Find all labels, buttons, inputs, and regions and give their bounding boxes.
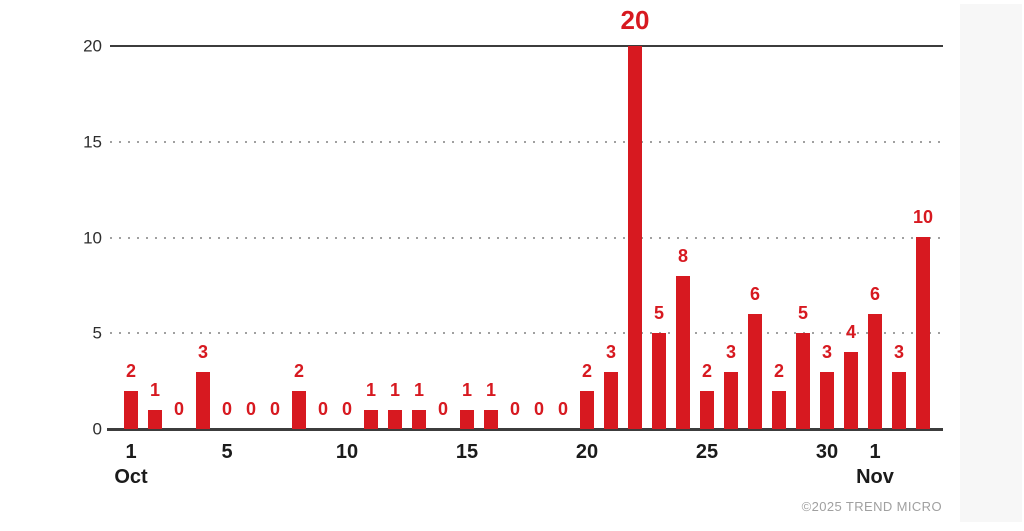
value-label-oct-29: 5 (797, 303, 808, 323)
x-tick-label-day-1: 1 (869, 441, 881, 463)
bar-oct-4 (196, 372, 210, 429)
bar-oct-24 (676, 276, 690, 429)
value-label-oct-28: 2 (773, 361, 784, 381)
bar-oct-11 (364, 410, 378, 429)
y-tick-label-5: 5 (92, 323, 102, 343)
value-label-oct-16: 1 (485, 380, 496, 400)
bar-oct-12 (388, 410, 402, 429)
x-tick-label-day-10: 10 (335, 441, 359, 463)
bar-oct-2 (148, 410, 162, 429)
bar-oct-1 (124, 391, 138, 429)
bar-oct-25 (700, 391, 714, 429)
value-label-oct-18: 0 (533, 399, 544, 419)
value-label-oct-26: 3 (725, 342, 736, 362)
value-label-nov-1: 6 (869, 284, 880, 304)
bar-oct-27 (748, 314, 762, 429)
gridline-5 (110, 332, 941, 335)
x-tick-label-day-5: 5 (221, 441, 233, 463)
value-label-nov-2: 3 (893, 342, 904, 362)
value-label-oct-1: 2 (125, 361, 136, 381)
value-label-oct-3: 0 (173, 399, 184, 419)
y-tick-label-0: 0 (92, 419, 102, 439)
bar-oct-29 (796, 333, 810, 429)
bar-oct-30 (820, 372, 834, 429)
bar-nov-2 (892, 372, 906, 429)
value-label-oct-8: 2 (293, 361, 304, 381)
month-label-oct: Oct (114, 466, 148, 488)
value-label-oct-17: 0 (509, 399, 520, 419)
value-label-oct-19: 0 (557, 399, 568, 419)
value-label-oct-24: 8 (677, 246, 688, 266)
value-label-oct-10: 0 (341, 399, 352, 419)
value-label-oct-11: 1 (365, 380, 376, 400)
bar-oct-28 (772, 391, 786, 429)
bar-oct-21 (604, 372, 618, 429)
copyright-text: ©2025 TREND MICRO (801, 499, 942, 514)
bar-oct-26 (724, 372, 738, 429)
y-tick-label-20: 20 (83, 36, 102, 56)
bar-oct-23 (652, 333, 666, 429)
x-tick-label-day-15: 15 (455, 441, 479, 463)
value-label-oct-27: 6 (749, 284, 760, 304)
gridline-15 (110, 140, 941, 143)
value-label-oct-6: 0 (245, 399, 256, 419)
bar-oct-22 (628, 46, 642, 429)
value-label-oct-9: 0 (317, 399, 328, 419)
value-label-nov-3: 10 (912, 207, 934, 227)
x-tick-label-day-20: 20 (575, 441, 599, 463)
value-label-oct-23: 5 (653, 303, 664, 323)
bar-oct-13 (412, 410, 426, 429)
value-label-oct-20: 2 (581, 361, 592, 381)
value-label-oct-22: 20 (620, 5, 650, 35)
bar-oct-31 (844, 352, 858, 429)
x-tick-label-day-25: 25 (695, 441, 719, 463)
page-edge-shading (960, 4, 1022, 522)
value-label-oct-2: 1 (149, 380, 160, 400)
bar-nov-1 (868, 314, 882, 429)
bar-oct-16 (484, 410, 498, 429)
bar-nov-3 (916, 237, 930, 429)
gridline-20 (110, 45, 943, 47)
value-label-oct-15: 1 (461, 380, 472, 400)
value-label-oct-13: 1 (413, 380, 424, 400)
gridline-10 (110, 236, 941, 239)
value-label-oct-4: 3 (197, 342, 208, 362)
value-label-oct-12: 1 (389, 380, 400, 400)
value-label-oct-25: 2 (701, 361, 712, 381)
y-tick-label-15: 15 (83, 132, 102, 152)
y-tick-label-10: 10 (83, 228, 102, 247)
x-axis-line (107, 428, 943, 431)
x-tick-label-day-1: 1 (125, 441, 137, 463)
value-label-oct-5: 0 (221, 399, 232, 419)
bar-oct-8 (292, 391, 306, 429)
value-label-oct-21: 3 (605, 342, 616, 362)
value-label-oct-7: 0 (269, 399, 280, 419)
bar-oct-15 (460, 410, 474, 429)
value-label-oct-14: 0 (437, 399, 448, 419)
x-tick-label-day-30: 30 (815, 441, 839, 463)
value-label-oct-30: 3 (821, 342, 832, 362)
bar-oct-20 (580, 391, 594, 429)
value-label-oct-31: 4 (845, 322, 856, 342)
month-label-nov: Nov (856, 466, 894, 488)
